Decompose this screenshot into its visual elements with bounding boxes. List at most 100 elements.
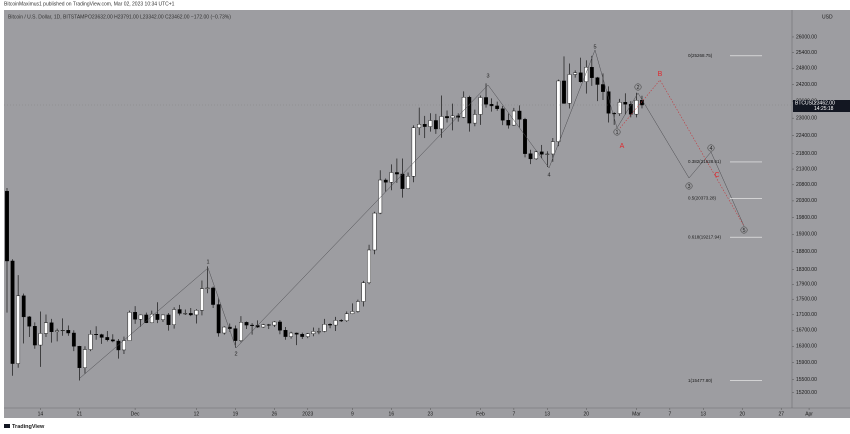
chart-background — [4, 10, 850, 418]
abc-label: C — [714, 172, 719, 179]
candle-body — [511, 110, 516, 126]
fib-level-label: 0.382(21528.61) — [688, 159, 722, 164]
candle-body — [44, 322, 48, 334]
x-tick-label: 19 — [233, 411, 239, 417]
candle-body — [172, 309, 176, 325]
candle-body — [278, 321, 282, 331]
candle-body — [439, 116, 444, 130]
candle-body — [428, 120, 433, 127]
y-tick-label: 17900.00 — [796, 282, 817, 288]
fib-level-label: 0.5(20373.28) — [688, 196, 717, 201]
candle-body — [506, 119, 511, 126]
candle-body — [266, 324, 271, 326]
candle-body — [127, 312, 132, 341]
y-tick-label: 20800.00 — [796, 182, 817, 188]
x-tick-label: 20 — [583, 411, 589, 417]
candle-body — [183, 313, 188, 315]
candle-body — [239, 322, 243, 341]
y-tick-label: 18800.00 — [796, 249, 817, 255]
y-tick-label: 16300.00 — [796, 344, 817, 350]
y-tick-label: 15500.00 — [796, 377, 817, 383]
candle-body — [10, 260, 15, 364]
y-tick-label: 24200.00 — [796, 82, 817, 88]
candle-body — [144, 314, 149, 323]
sub-wave-label: 5 — [742, 228, 745, 234]
x-tick-label: 20 — [739, 411, 745, 417]
candle-body — [344, 313, 349, 321]
candle-body — [49, 322, 54, 333]
candle-body — [545, 153, 550, 155]
wave-drawings — [79, 49, 745, 379]
candle-body — [38, 333, 43, 346]
candle-body — [55, 330, 60, 333]
candle-body — [634, 100, 639, 115]
x-tick-label: Dec — [131, 411, 140, 417]
candle-body — [433, 120, 438, 130]
y-tick-label: 22400.00 — [796, 133, 817, 139]
candle-body — [71, 332, 76, 347]
candle-body — [289, 332, 293, 337]
price-tag-price: 23462.00 — [814, 100, 835, 106]
candle-body — [83, 349, 87, 368]
candle-body — [367, 249, 371, 283]
candle-body — [484, 97, 488, 105]
candle-body — [395, 172, 399, 175]
candle-body — [16, 295, 21, 364]
sub-wave-label: 4 — [709, 146, 712, 152]
candle-body — [60, 330, 65, 332]
candle-body — [188, 313, 193, 316]
x-tick-label: 13 — [700, 411, 706, 417]
candle-body — [99, 334, 104, 338]
x-tick-label: 21 — [77, 411, 83, 417]
footer-brand: TradingView — [12, 424, 45, 430]
candle-body — [216, 304, 221, 334]
candle-body — [617, 102, 622, 114]
price-tag-box — [793, 100, 850, 113]
candle-body — [283, 330, 288, 337]
candle-body — [94, 334, 99, 336]
y-tick-label: 25400.00 — [796, 50, 817, 56]
candle-body — [155, 313, 160, 320]
y-tick-label: 16700.00 — [796, 328, 817, 334]
y-tick-label: 15200.00 — [796, 390, 817, 396]
sub-wave-circle — [613, 128, 621, 136]
candle-body — [461, 97, 466, 118]
candle-body — [406, 176, 410, 189]
candle-body — [133, 312, 138, 320]
x-tick-label: 23 — [428, 411, 434, 417]
sub-wave-label: 1 — [615, 130, 618, 136]
candle-body — [523, 119, 527, 154]
candle-body — [601, 84, 605, 92]
candle-body — [361, 282, 366, 302]
candle-body — [472, 114, 477, 124]
candle-body — [110, 339, 115, 342]
sub-wave-label: 3 — [687, 184, 690, 190]
wave-label: 5 — [593, 44, 596, 50]
x-tick-label: Feb — [476, 411, 485, 417]
abc-label: B — [658, 71, 663, 78]
candle-body — [122, 340, 126, 351]
x-tick-label: 2023 — [302, 411, 313, 417]
candle-body — [66, 330, 71, 334]
y-tick-label: 20300.00 — [796, 198, 817, 204]
candle-body — [550, 141, 555, 155]
candle-body — [389, 172, 394, 183]
candle-body — [495, 105, 500, 109]
candle-body — [138, 314, 143, 320]
candle-body — [32, 326, 37, 346]
candle-body — [623, 102, 628, 105]
candle-body — [233, 328, 238, 341]
candle-body — [356, 301, 360, 312]
candle-body — [305, 333, 310, 337]
candle-body — [589, 66, 594, 78]
abc-label: A — [620, 143, 625, 150]
fib-level-label: 1(15477.80) — [688, 378, 713, 383]
candle-body — [517, 110, 522, 120]
candle-body — [411, 127, 416, 177]
wave-label: 4 — [547, 172, 550, 178]
candle-body — [445, 116, 449, 119]
sub-wave-line — [594, 49, 745, 227]
x-tick-label: 13 — [545, 411, 551, 417]
candle-body — [161, 314, 165, 320]
sub-wave-circle — [707, 144, 715, 152]
